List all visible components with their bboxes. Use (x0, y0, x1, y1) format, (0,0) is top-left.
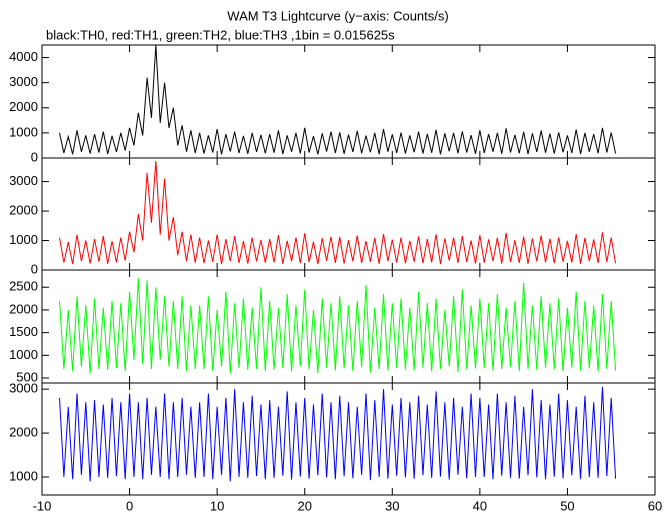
panel (59, 386, 617, 482)
lightcurve (59, 278, 617, 374)
y-tick-label: 500 (16, 369, 38, 384)
x-tick-label: 20 (297, 498, 311, 513)
x-tick-label: 60 (648, 498, 662, 513)
panel (59, 278, 617, 374)
y-tick-label: 1000 (9, 347, 38, 362)
y-tick-label: 4000 (9, 49, 38, 64)
chart-subtitle: black:TH0, red:TH1, green:TH2, blue:TH3 … (46, 27, 395, 42)
y-tick-label: 0 (31, 261, 38, 276)
x-tick-label: 50 (560, 498, 574, 513)
y-tick-label: 1000 (9, 468, 38, 483)
x-tick-label: 10 (210, 498, 224, 513)
y-tick-label: 2000 (9, 425, 38, 440)
y-tick-label: 2000 (9, 301, 38, 316)
y-tick-label: 3000 (9, 381, 38, 396)
x-tick-label: 30 (385, 498, 399, 513)
lightcurve (59, 45, 617, 155)
y-tick-label: 3000 (9, 74, 38, 89)
y-tick-label: 0 (31, 149, 38, 164)
x-tick-label: 40 (473, 498, 487, 513)
lightcurve (59, 386, 617, 482)
x-tick-label: -10 (33, 498, 52, 513)
panel (59, 160, 617, 265)
panel-frame (41, 382, 656, 496)
panel (59, 45, 617, 155)
y-tick-label: 1000 (9, 232, 38, 247)
y-tick-label: 1000 (9, 124, 38, 139)
x-tick-label: 0 (126, 498, 133, 513)
y-tick-label: 2500 (9, 279, 38, 294)
chart-title: WAM T3 Lightcurve (y−axis: Counts/s) (227, 8, 448, 23)
lightcurve (59, 160, 617, 265)
y-tick-label: 2000 (9, 99, 38, 114)
y-tick-label: 1500 (9, 324, 38, 339)
y-tick-label: 3000 (9, 173, 38, 188)
y-tick-label: 2000 (9, 202, 38, 217)
